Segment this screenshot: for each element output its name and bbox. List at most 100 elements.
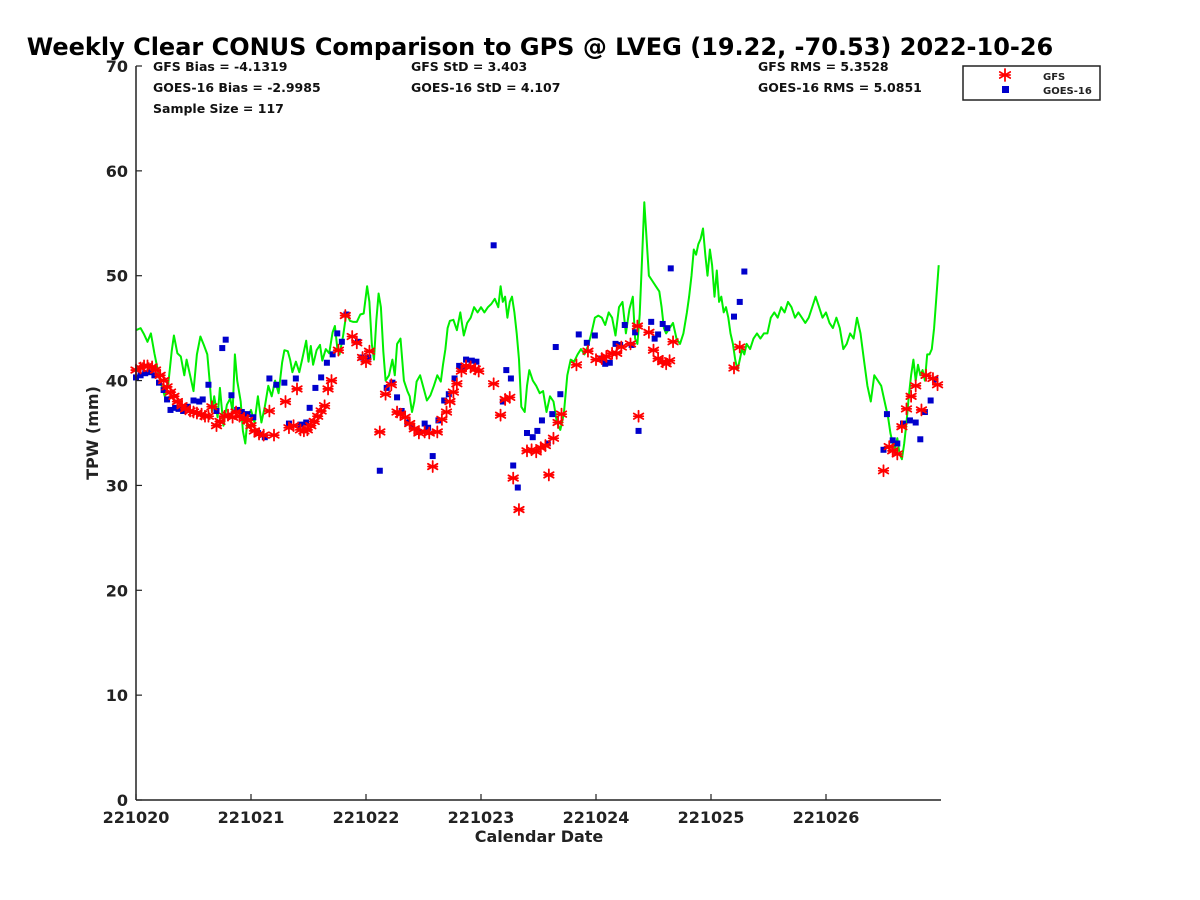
goes16-point (167, 406, 174, 413)
gfs-point (643, 325, 655, 339)
goes16-point (164, 396, 171, 403)
legend-gfs-marker (998, 68, 1012, 82)
axes: 0 10 20 30 40 50 60 70 221020 221021 221022 221023… (103, 57, 941, 827)
goes16-point (906, 417, 913, 424)
x-tick-label: 221022 (333, 808, 400, 827)
goes16-point (534, 427, 541, 434)
y-ticks: 0 10 20 30 40 50 60 70 (106, 57, 142, 810)
x-tick-label: 221025 (678, 808, 745, 827)
goes16-point (234, 406, 241, 413)
goes16-point (549, 411, 556, 418)
goes16-point (591, 332, 598, 339)
gfs-point (360, 355, 372, 369)
goes16-point (329, 351, 336, 358)
goes16-point (927, 397, 934, 404)
gfs-point (507, 471, 519, 485)
gfs-point (268, 428, 280, 442)
chart-title: Weekly Clear CONUS Comparison to GPS @ L… (27, 33, 1054, 61)
goes16-point (137, 372, 144, 379)
goes16-point (621, 321, 628, 328)
x-tick-label: 221020 (103, 808, 170, 827)
goes16-point (889, 437, 896, 444)
goes16-point (648, 318, 655, 325)
goes16-point (281, 379, 288, 386)
gfs-point (647, 343, 660, 357)
goes16-point (503, 367, 510, 374)
gfs-point (896, 420, 908, 434)
y-tick-label: 60 (106, 162, 128, 181)
goes16-point (667, 265, 674, 272)
goes16-point (736, 298, 743, 305)
goes16-point (651, 335, 658, 342)
x-axis-label: Calendar Date (475, 827, 604, 846)
goes16-point (510, 462, 517, 469)
goes16-point (524, 430, 530, 436)
goes16-point (292, 375, 299, 382)
goes16-point (389, 379, 396, 386)
y-tick-label: 10 (106, 686, 128, 705)
gfs-point (263, 404, 276, 418)
stats-block: GFS Bias = -4.1319 GOES-16 Bias = -2.998… (153, 59, 922, 116)
x-tick-label: 221024 (563, 808, 630, 827)
gfs-point (440, 405, 453, 419)
goes16-point (175, 405, 182, 412)
gfs-point (570, 358, 583, 372)
gfs-point (318, 399, 331, 413)
goes16-point (731, 313, 737, 320)
y-tick-label: 40 (106, 372, 128, 391)
goes16-point (880, 446, 887, 453)
goes16-point (421, 420, 428, 427)
goes16-point (507, 375, 514, 382)
goes16-point (659, 320, 666, 327)
gfs-point (663, 354, 676, 368)
gfs-points-layer (130, 309, 944, 516)
gfs-point (408, 422, 420, 436)
goes16-point (306, 404, 313, 411)
legend-goes16-marker (1002, 86, 1009, 93)
goes16-point (635, 427, 642, 434)
goes16-point (655, 331, 662, 338)
goes16-point (219, 345, 226, 352)
goes16-point (228, 392, 235, 399)
gfs-point (455, 364, 468, 378)
y-tick-label: 50 (106, 267, 128, 286)
goes16-point (425, 424, 432, 431)
goes16-point (172, 404, 179, 411)
goes16-point (451, 375, 458, 382)
gfs-point (447, 385, 460, 399)
gfs-point (631, 319, 644, 333)
gfs-point (513, 503, 525, 516)
goes16-point (538, 417, 545, 424)
gfs-point (667, 335, 679, 349)
goes16-point (473, 358, 480, 365)
stat-gfs-bias: GFS Bias = -4.1319 (153, 59, 287, 74)
gfs-point (363, 344, 376, 358)
gfs-point (322, 382, 334, 396)
gfs-point (202, 409, 215, 423)
goes16-point (441, 397, 448, 404)
goes16-point (459, 366, 466, 373)
goes16-point (664, 325, 671, 332)
goes16-point (552, 344, 559, 351)
goes16-point (190, 397, 197, 404)
goes16-point (398, 407, 405, 414)
gfs-point (427, 460, 439, 473)
gfs-point (325, 374, 338, 387)
stat-goes16-rms: GOES-16 RMS = 5.0851 (758, 80, 922, 95)
gfs-point (451, 377, 463, 391)
goes16-point (146, 369, 153, 376)
goes16-point (602, 360, 609, 367)
y-tick-label: 20 (106, 581, 128, 600)
x-tick-label: 221026 (793, 808, 860, 827)
gfs-point (444, 395, 456, 408)
goes16-point (199, 396, 206, 403)
goes16-point (917, 436, 924, 443)
stat-goes16-bias: GOES-16 Bias = -2.9985 (153, 80, 321, 95)
goes16-point (575, 331, 582, 338)
legend-gfs-label: GFS (1043, 72, 1065, 83)
goes16-point (261, 434, 268, 441)
goes16-point (142, 370, 149, 377)
goes16-point (160, 387, 167, 394)
gfs-point (900, 402, 913, 416)
goes16-point (250, 414, 257, 421)
